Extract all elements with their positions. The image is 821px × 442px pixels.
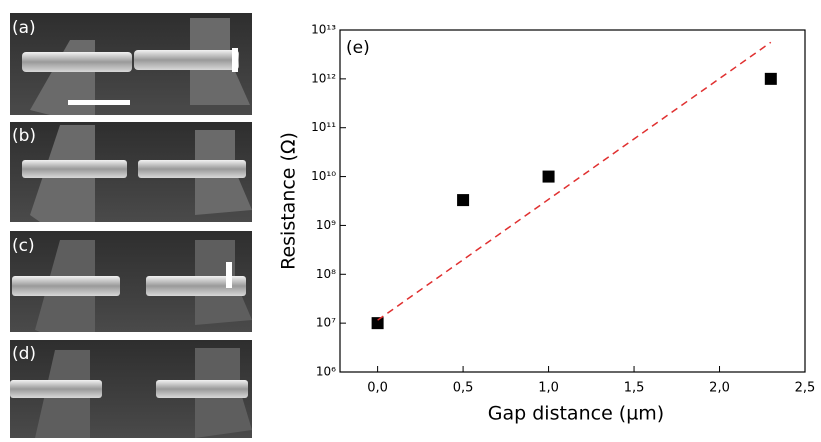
sem-image-b [10, 122, 252, 222]
y-tick-label: 10⁶ [316, 365, 336, 379]
x-tick-label: 0,5 [453, 381, 474, 396]
y-tick-label: 10¹¹ [311, 120, 336, 134]
x-tick-label: 0,0 [367, 381, 388, 396]
sem-image-a [10, 13, 252, 115]
y-axis-label: Resistance (Ω) [278, 132, 300, 270]
annotation: (e) [346, 38, 370, 58]
sem-image-c [10, 231, 252, 332]
x-tick-label: 1,0 [538, 381, 559, 396]
sem-image-d [10, 340, 252, 438]
y-tick-label: 10¹⁰ [311, 169, 336, 183]
x-tick-label: 1,5 [624, 381, 645, 396]
panel-label: (b) [12, 126, 36, 146]
data-point [457, 194, 470, 207]
data-point [542, 170, 555, 183]
fit-line [377, 41, 772, 321]
y-tick-label: 10⁸ [316, 267, 336, 281]
panel-label: (c) [12, 236, 35, 256]
data-point [764, 72, 777, 85]
plot-frame [339, 29, 806, 373]
y-tick-label: 10¹² [311, 71, 336, 85]
y-tick-label: 10⁹ [316, 218, 336, 232]
x-tick-label: 2,5 [795, 381, 816, 396]
y-tick-label: 10¹³ [311, 23, 336, 37]
data-point [371, 317, 384, 330]
y-tick-label: 10⁷ [316, 316, 336, 330]
panel-label: (d) [12, 344, 36, 364]
x-axis-label: Gap distance (µm) [488, 403, 664, 425]
panel-label: (a) [12, 18, 36, 38]
x-tick-label: 2,0 [709, 381, 730, 396]
